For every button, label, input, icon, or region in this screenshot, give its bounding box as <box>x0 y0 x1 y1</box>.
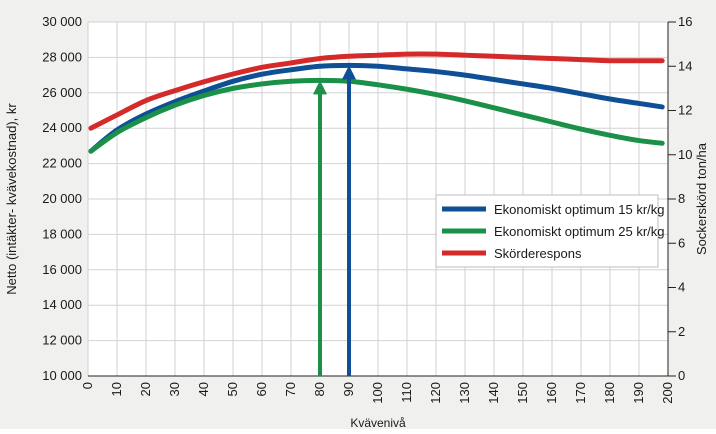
x-tick-label: 40 <box>196 382 211 396</box>
y-tick-label: 24 000 <box>42 120 82 135</box>
x-tick-label: 50 <box>225 382 240 396</box>
x-axis-label: Kvävenivå <box>350 416 406 429</box>
x-tick-label: 130 <box>457 382 472 404</box>
series-line-3 <box>88 51 665 131</box>
y-tick-label: 20 000 <box>42 191 82 206</box>
x-tick-label: 100 <box>370 382 385 404</box>
y-tick-label: 26 000 <box>42 85 82 100</box>
y2-tick-label: 8 <box>678 191 685 206</box>
x-tick-label: 90 <box>341 382 356 396</box>
x-tick-label: 200 <box>660 382 675 404</box>
x-tick-label: 30 <box>167 382 182 396</box>
y-tick-label: 30 000 <box>42 14 82 29</box>
legend: Ekonomiskt optimum 15 kr/kg Ekonomiskt op… <box>435 194 665 268</box>
y-tick-label: 22 000 <box>42 156 82 171</box>
legend-label-2: Ekonomiskt optimum 25 kr/kg <box>494 224 665 239</box>
axes: 0 10 20 30 40 50 60 70 80 90 100 110 120 130 140 150 160… <box>42 14 692 404</box>
x-tick-label: 120 <box>428 382 443 404</box>
x-tick-label: 80 <box>312 382 327 396</box>
y2-tick-label: 2 <box>678 324 685 339</box>
x-tick-label: 160 <box>544 382 559 404</box>
x-tick-label: 0 <box>80 382 95 389</box>
series-line-2 <box>88 77 665 154</box>
y-tick-label: 16 000 <box>42 262 82 277</box>
x-tick-label: 20 <box>138 382 153 396</box>
y-tick-label: 28 000 <box>42 49 82 64</box>
y2-tick-label: 12 <box>678 103 692 118</box>
x-tick-label: 140 <box>486 382 501 404</box>
x-tick-label: 60 <box>254 382 269 396</box>
y2-tick-label: 16 <box>678 14 692 29</box>
y2-tick-label: 10 <box>678 147 692 162</box>
y-tick-label: 10 000 <box>42 368 82 383</box>
y2-tick-label: 4 <box>678 280 685 295</box>
legend-label-1: Ekonomiskt optimum 15 kr/kg <box>494 202 665 217</box>
legend-label-3: Skörderespons <box>494 246 582 261</box>
y2-tick-label: 0 <box>678 368 685 383</box>
y-tick-label: 12 000 <box>42 333 82 348</box>
x-tick-label: 10 <box>109 382 124 396</box>
x-tick-label: 110 <box>399 382 414 403</box>
y-tick-label: 18 000 <box>42 226 82 241</box>
y2-axis-label: Sockerskörd ton/ha <box>694 142 709 255</box>
x-tick-label: 150 <box>515 382 530 404</box>
x-tick-label: 70 <box>283 382 298 396</box>
y-tick-label: 14 000 <box>42 297 82 312</box>
x-tick-label: 180 <box>602 382 617 404</box>
y2-tick-label: 14 <box>678 58 692 73</box>
y2-tick-label: 6 <box>678 235 685 250</box>
y-axis-label: Netto (intäkter- kvävekostnad), kr <box>4 103 19 295</box>
x-tick-label: 190 <box>631 382 646 404</box>
optimum-arrow-head-1 <box>313 80 327 95</box>
x-tick-label: 170 <box>573 382 588 404</box>
series-line-1 <box>88 62 665 154</box>
arrows-layer <box>313 65 356 376</box>
series-layer <box>88 51 665 154</box>
optimum-arrow-head-2 <box>342 65 356 80</box>
